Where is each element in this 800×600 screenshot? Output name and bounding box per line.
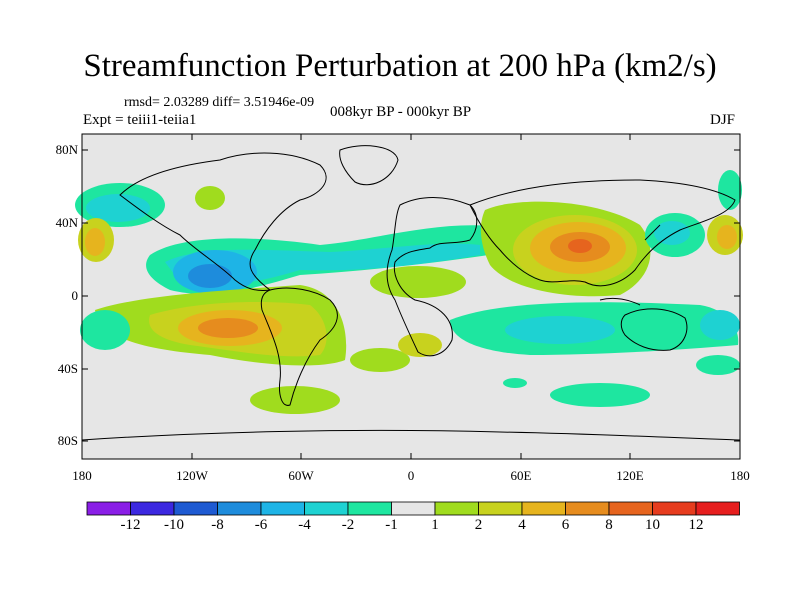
- colorbar-label: 10: [645, 517, 660, 533]
- lon-tick-label: 0: [407, 468, 415, 483]
- lon-tick-label: 60W: [288, 468, 314, 483]
- lon-tick-label: 180: [730, 468, 750, 483]
- colorbar-box: [304, 501, 349, 516]
- colorbar-box: [478, 501, 523, 516]
- chart-title: Streamfunction Perturbation at 200 hPa (…: [83, 48, 717, 84]
- colorbar-label: -10: [164, 517, 184, 533]
- colorbar-box: [652, 501, 697, 516]
- colorbar-label: -6: [254, 517, 268, 533]
- colorbar-label: 4: [518, 517, 526, 533]
- colorbar-label: 1: [431, 517, 439, 533]
- colorbar: [86, 501, 740, 516]
- colorbar-label: -2: [341, 517, 355, 533]
- colorbar-box: [391, 501, 436, 516]
- coastlines: [81, 145, 741, 441]
- lon-tick-label: 180: [72, 468, 92, 483]
- colorbar-box: [565, 501, 610, 516]
- period-label: 008kyr BP - 000kyr BP: [330, 104, 472, 120]
- stats-text: rmsd= 2.03289 diff= 3.51946e-09: [124, 95, 315, 110]
- experiment-label: Expt = teiii1-teiia1: [83, 112, 197, 128]
- lat-tick-label: 80N: [55, 142, 78, 157]
- lon-tick-label: 120E: [616, 468, 644, 483]
- colorbar-box: [130, 501, 175, 516]
- colorbar-box: [347, 501, 392, 516]
- lon-tick-label: 60E: [510, 468, 532, 483]
- colorbar-box: [86, 501, 131, 516]
- colorbar-label: 6: [561, 517, 570, 533]
- lat-tick-label: 80S: [57, 433, 78, 448]
- colorbar-label: 2: [474, 517, 483, 533]
- colorbar-label: -12: [120, 517, 141, 533]
- colorbar-label: 8: [605, 517, 613, 533]
- lat-tick-label: 40N: [55, 215, 78, 230]
- colorbar-label: -1: [385, 517, 398, 533]
- colorbar-box: [217, 501, 262, 516]
- lat-tick-label: 40S: [57, 361, 78, 376]
- colorbar-box: [695, 501, 740, 516]
- colorbar-box: [434, 501, 479, 516]
- lat-tick-label: 0: [71, 288, 79, 303]
- contour-fills: [75, 170, 743, 414]
- colorbar-box: [521, 501, 566, 516]
- axis-ticks: [82, 134, 740, 459]
- colorbar-label: -4: [298, 517, 311, 533]
- colorbar-box: [173, 501, 218, 516]
- lon-tick-label: 120W: [176, 468, 208, 483]
- season-label: DJF: [710, 112, 736, 128]
- colorbar-box: [260, 501, 305, 516]
- colorbar-label: 12: [688, 517, 704, 533]
- colorbar-label: -8: [211, 517, 224, 533]
- colorbar-box: [608, 501, 653, 516]
